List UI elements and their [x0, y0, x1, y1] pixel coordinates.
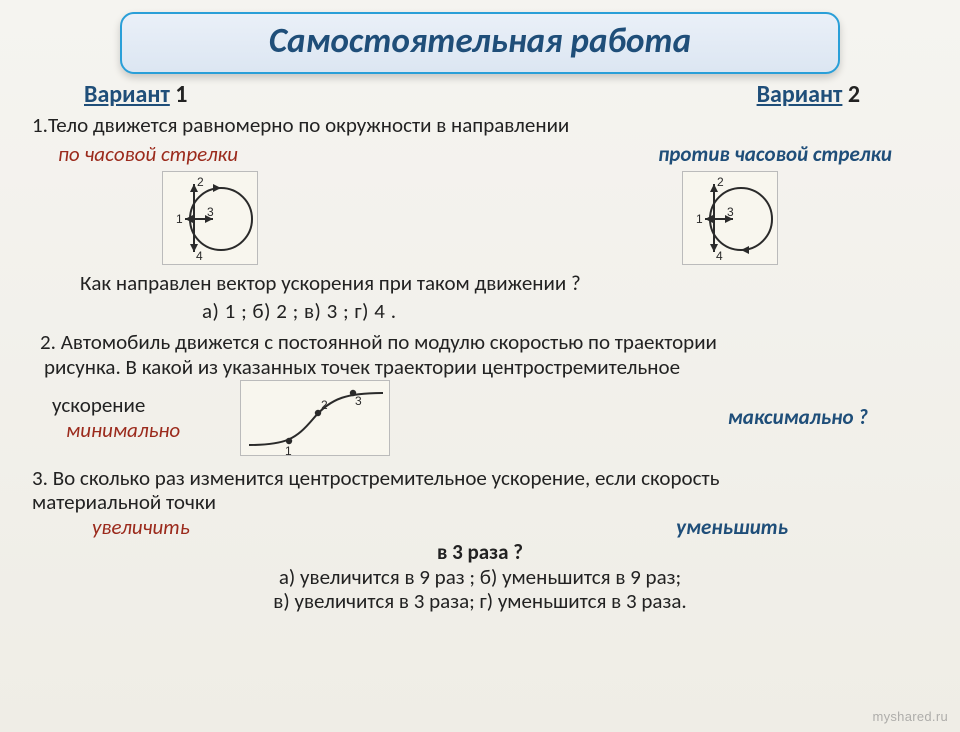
trajectory-figure: 1 2 3	[240, 380, 390, 456]
q1-question: Как направлен вектор ускорения при таком…	[32, 271, 928, 296]
variant-1-num: 1	[170, 80, 188, 109]
q1-intro: 1.Тело движется равномерно по окружности…	[32, 113, 928, 138]
title-banner: Самостоятельная работа	[120, 12, 840, 74]
q2-min: минимально	[32, 418, 180, 443]
circle-figure-counterclockwise: 1 2 3 4	[682, 171, 778, 265]
svg-text:4: 4	[716, 249, 723, 263]
q3-answers-row1: а) увеличится в 9 раз ; б) уменьшится в …	[32, 565, 928, 590]
variant-2-word: Вариант	[757, 80, 843, 109]
q1-directions: по часовой стрелки против часовой стрелк…	[32, 142, 928, 167]
q1-answers: а) 1 ; б) 2 ; в) 3 ; г) 4 .	[32, 299, 928, 324]
svg-text:2: 2	[717, 175, 724, 189]
svg-text:3: 3	[207, 205, 214, 219]
svg-text:2: 2	[197, 175, 204, 189]
watermark: myshared.ru	[872, 709, 948, 724]
q1-dir-clockwise: по часовой стрелки	[58, 142, 238, 167]
q3-answers-row2: в) увеличится в 3 раза; г) уменьшится в …	[32, 589, 928, 614]
q2-line2: рисунка. В какой из указанных точек трае…	[32, 355, 928, 380]
q2-line1: 2. Автомобиль движется с постоянной по м…	[32, 330, 928, 355]
svg-text:3: 3	[727, 205, 734, 219]
q3-incdec: увеличить уменьшить	[32, 515, 928, 540]
q3-line1: 3. Во сколько раз изменится центростреми…	[32, 466, 928, 491]
circle-figures-row: 1 2 3 4 1 2 3 4	[32, 167, 928, 267]
q2-max: максимально ?	[728, 404, 868, 430]
svg-text:3: 3	[355, 394, 362, 408]
variant-2-num: 2	[842, 80, 860, 109]
q3-line2: материальной точки	[32, 490, 928, 515]
svg-text:1: 1	[285, 444, 292, 457]
svg-text:4: 4	[196, 249, 203, 263]
q2-line3: ускорение	[32, 393, 180, 418]
variant-1-word: Вариант	[84, 80, 170, 109]
q3-factor: в 3 раза ?	[32, 540, 928, 565]
svg-text:2: 2	[321, 398, 328, 412]
q3-decrease: уменьшить	[676, 515, 788, 540]
variants-row: Вариант 1 Вариант 2	[0, 80, 960, 109]
page-title: Самостоятельная работа	[269, 20, 691, 62]
variant-1-label: Вариант 1	[84, 80, 187, 109]
q3-increase: увеличить	[92, 515, 190, 540]
svg-text:1: 1	[176, 212, 183, 226]
variant-2-label: Вариант 2	[757, 80, 860, 109]
q1-dir-counterclockwise: против часовой стрелки	[658, 142, 892, 167]
circle-figure-clockwise: 1 2 3 4	[162, 171, 258, 265]
q2-row: ускорение минимально 1 2 3 максимально ?	[32, 380, 928, 456]
svg-text:1: 1	[696, 212, 703, 226]
content: 1.Тело движется равномерно по окружности…	[0, 113, 960, 614]
